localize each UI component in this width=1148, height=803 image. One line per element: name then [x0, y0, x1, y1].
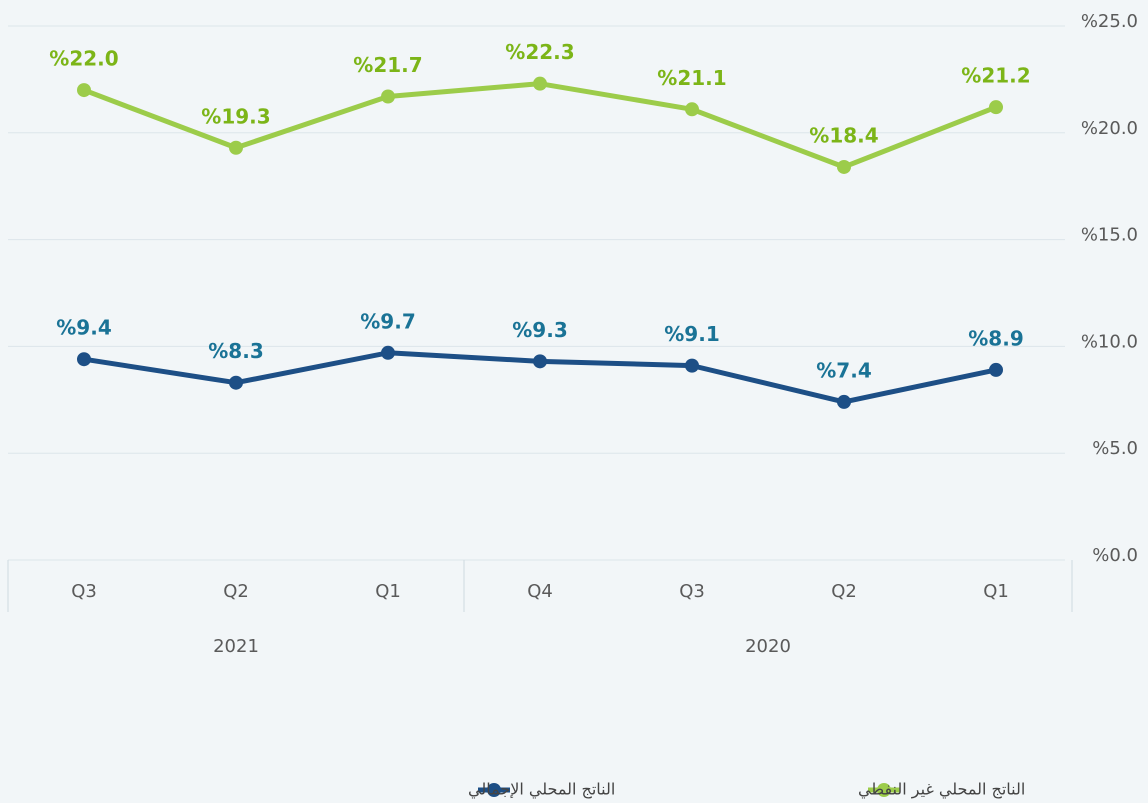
data-label: %18.4: [809, 123, 878, 147]
x-tick-label: Q2: [223, 581, 249, 602]
data-label: %19.3: [201, 104, 270, 128]
y-tick-label: %0.0: [1092, 545, 1138, 566]
data-label: %8.9: [968, 326, 1023, 350]
group-label: 2021: [213, 636, 259, 657]
point: [381, 345, 395, 360]
data-label: %21.7: [353, 53, 422, 77]
data-label: %21.2: [961, 64, 1030, 88]
point: [685, 102, 699, 117]
legend-label: الناتج المحلي غير النفطي: [858, 780, 1025, 800]
point: [229, 140, 243, 155]
point: [989, 362, 1003, 377]
group-label: 2020: [745, 636, 791, 657]
x-tick-label: Q3: [71, 581, 97, 602]
point: [685, 358, 699, 373]
data-label: %9.4: [56, 316, 111, 340]
point: [989, 100, 1003, 115]
legend-label: الناتج المحلي الإجمالي: [468, 780, 615, 800]
y-tick-label: %20.0: [1081, 118, 1138, 139]
data-label: %9.3: [512, 318, 567, 342]
point: [77, 352, 91, 367]
data-label: %22.0: [49, 47, 118, 71]
data-label: %9.7: [360, 309, 415, 333]
point: [533, 76, 547, 91]
point: [229, 375, 243, 390]
point: [837, 394, 851, 409]
x-tick-label: Q1: [983, 581, 1009, 602]
point: [381, 89, 395, 104]
legend-dot: [487, 783, 501, 797]
data-label: %8.3: [208, 339, 263, 363]
x-tick-label: Q3: [679, 581, 705, 602]
y-tick-label: %10.0: [1081, 331, 1138, 352]
point: [533, 354, 547, 369]
y-tick-label: %25.0: [1081, 11, 1138, 32]
data-label: %21.1: [657, 66, 726, 90]
y-tick-label: %15.0: [1081, 225, 1138, 246]
y-tick-label: %5.0: [1092, 438, 1138, 459]
x-tick-label: Q1: [375, 581, 401, 602]
data-label: %9.1: [664, 322, 719, 346]
point: [837, 159, 851, 174]
x-tick-label: Q2: [831, 581, 857, 602]
x-tick-label: Q4: [527, 581, 553, 602]
point: [77, 83, 91, 98]
legend-dot: [877, 783, 891, 797]
data-label: %22.3: [505, 40, 574, 64]
data-label: %7.4: [816, 358, 871, 382]
